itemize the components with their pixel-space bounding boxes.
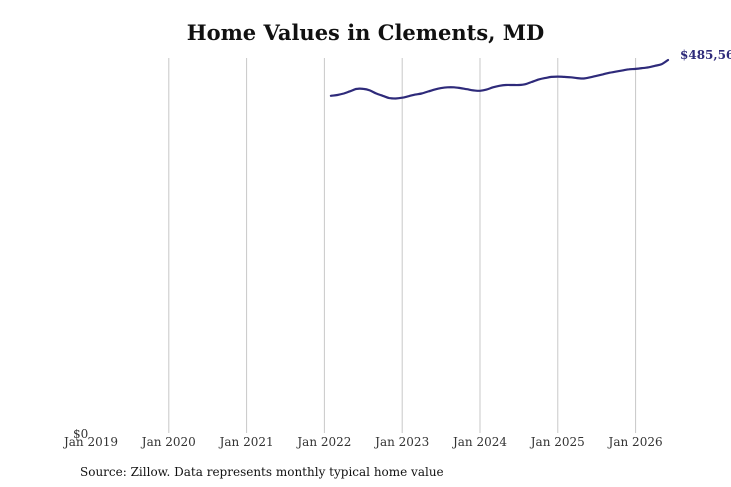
- x-axis-ticks: Jan 2019 Jan 2020 Jan 2021 Jan 2022 Jan 2023…: [62, 435, 663, 449]
- y-tick-label: $0: [73, 427, 88, 441]
- x-tick-label: Jan 2023: [373, 435, 429, 449]
- x-tick-label: Jan 2020: [140, 435, 196, 449]
- series-line: [329, 58, 670, 100]
- x-tick-label: Jan 2024: [451, 435, 507, 449]
- end-value-label: $485,564: [680, 48, 731, 62]
- x-tick-label: Jan 2025: [529, 435, 585, 449]
- x-tick-label: Jan 2019: [62, 435, 118, 449]
- chart-title: Home Values in Clements, MD: [186, 20, 545, 45]
- x-tick-label: Jan 2021: [218, 435, 274, 449]
- y-axis-ticks: $0: [73, 427, 88, 441]
- source-note: Source: Zillow. Data represents monthly …: [80, 465, 444, 479]
- x-tick-label: Jan 2022: [295, 435, 351, 449]
- gridlines: [168, 58, 637, 433]
- x-tick-label: Jan 2026: [607, 435, 663, 449]
